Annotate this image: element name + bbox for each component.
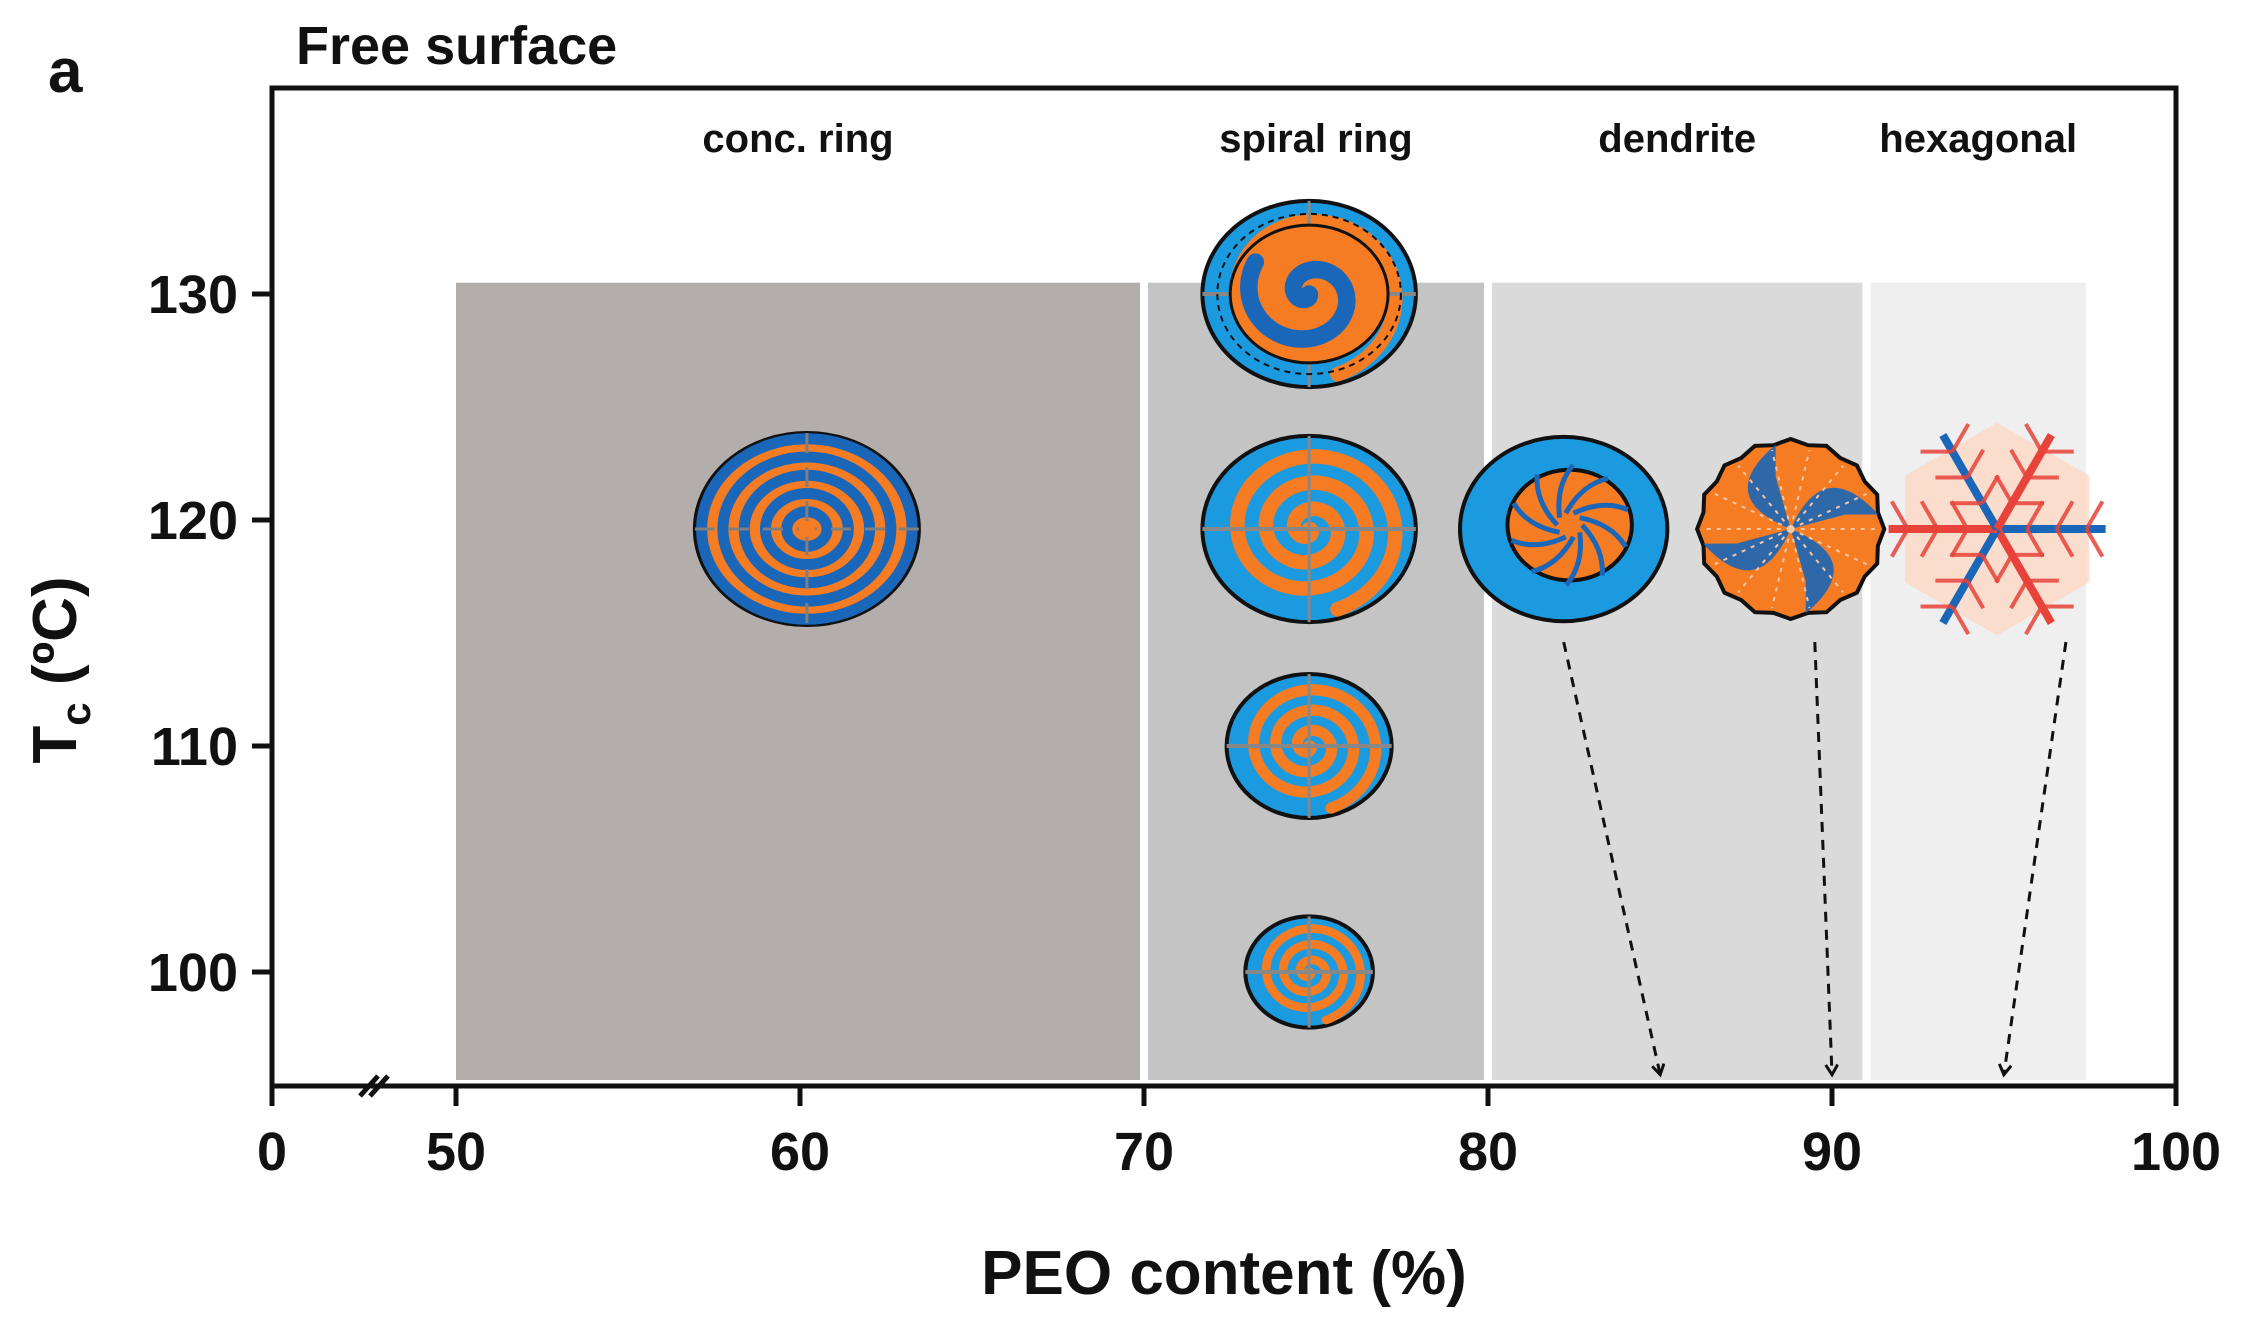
y-tick-label: 100	[148, 943, 238, 1003]
arrow	[1562, 641, 1660, 1074]
morphology-glyphs	[692, 198, 2106, 1030]
region-label: spiral ring	[1219, 117, 1412, 161]
y-axis: 100 110 120 130	[148, 265, 272, 1003]
arrows	[1562, 641, 2068, 1074]
region-label: dendrite	[1598, 117, 1756, 161]
x-tick-label: 60	[770, 1122, 830, 1182]
y-tick-label: 120	[148, 491, 238, 551]
y-axis-label-main: T	[21, 726, 90, 764]
morphology-spiral-ring	[1200, 433, 1418, 625]
region-hexagonal	[1870, 282, 2086, 1080]
region-label: conc. ring	[702, 117, 893, 161]
x-axis: 0 50 60 70 80 90 100 ≈	[257, 1074, 2221, 1182]
arrow	[2004, 641, 2068, 1074]
panel-label: a	[48, 37, 83, 106]
x-tick-label: 50	[426, 1122, 486, 1182]
chart-title: Free surface	[296, 16, 617, 76]
morphology-spiral-ring	[1243, 914, 1375, 1030]
morphology-spiral-ring	[1224, 672, 1394, 820]
region-dendrite	[1492, 282, 1863, 1080]
x-axis-label: PEO content (%)	[981, 1239, 1467, 1308]
x-tick-label: 90	[1802, 1122, 1862, 1182]
y-tick-label: 110	[151, 717, 238, 777]
y-axis-label-sub: c	[52, 702, 99, 725]
region-labels: conc. ring spiral ring dendrite hexagonal	[702, 117, 2077, 161]
morphology-concentric-ring	[692, 431, 921, 628]
x-tick-label: 80	[1458, 1122, 1518, 1182]
region-conc-ring	[456, 282, 1140, 1080]
arrow	[1813, 641, 1832, 1074]
morphology-hexagonal	[1888, 422, 2106, 636]
morphology-dendrite-ring	[1458, 434, 1670, 624]
y-axis-label: Tc (ºC)	[21, 576, 99, 763]
x-tick-label: 0	[257, 1122, 287, 1182]
y-axis-label-unit: (ºC)	[21, 576, 90, 702]
plot-frame	[269, 85, 2179, 1089]
region-label: hexagonal	[1879, 117, 2077, 161]
y-tick-label: 130	[148, 265, 238, 325]
morphology-dendrite	[1694, 436, 1887, 622]
x-tick-label: 100	[2131, 1122, 2221, 1182]
x-tick-label: 70	[1114, 1122, 1174, 1182]
morphology-spiral-ring-rough	[1200, 198, 1418, 390]
x-axis-break: ≈	[358, 1074, 390, 1098]
